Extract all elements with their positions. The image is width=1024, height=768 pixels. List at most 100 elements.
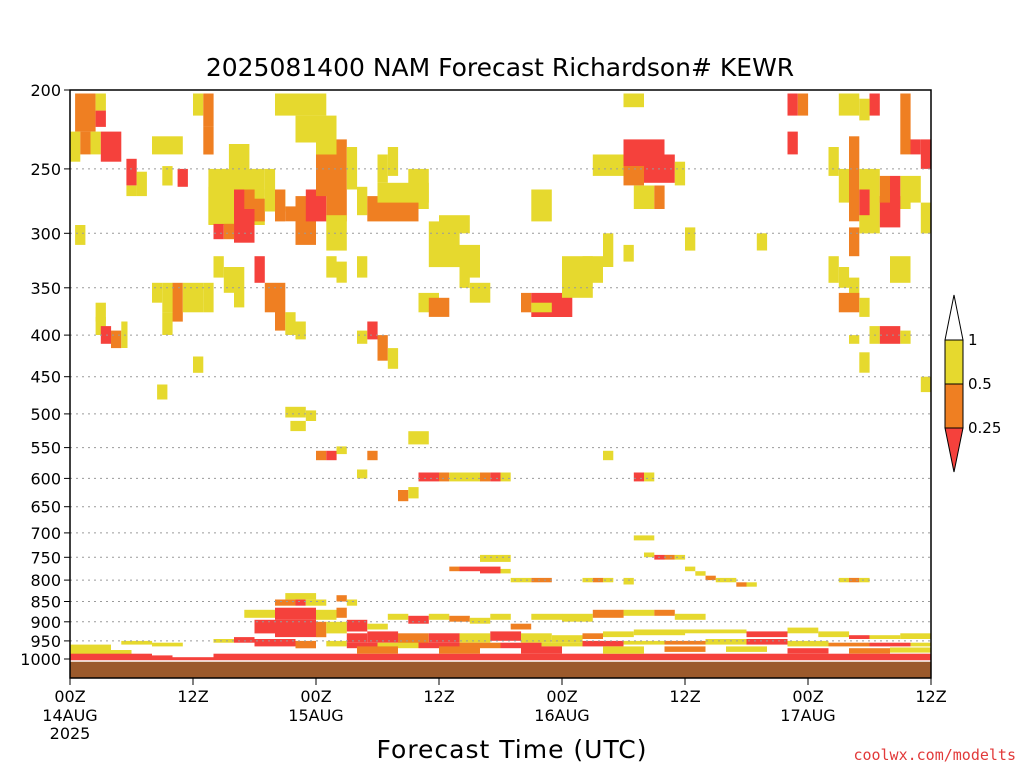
richardson-cell bbox=[828, 642, 870, 647]
richardson-cell bbox=[428, 613, 450, 620]
richardson-cell bbox=[551, 635, 583, 643]
richardson-cell bbox=[849, 227, 860, 257]
richardson-cell bbox=[439, 215, 470, 234]
richardson-cell bbox=[664, 640, 706, 645]
y-tick-label: 950 bbox=[30, 632, 61, 651]
richardson-cell bbox=[213, 223, 224, 240]
richardson-cell bbox=[582, 256, 603, 283]
richardson-cell bbox=[787, 93, 798, 116]
x-tick-label: 12Z bbox=[669, 687, 700, 706]
x-tick-label: 12Z bbox=[915, 687, 946, 706]
richardson-cell bbox=[490, 613, 511, 620]
richardson-cell bbox=[95, 93, 106, 111]
chart-title: 2025081400 NAM Forecast Richardson# KEWR bbox=[206, 53, 794, 82]
richardson-cell bbox=[223, 218, 235, 240]
richardson-cell bbox=[208, 186, 234, 224]
richardson-cell bbox=[152, 642, 183, 647]
colorbar-label-1: 1 bbox=[968, 331, 978, 349]
richardson-cell bbox=[367, 631, 399, 643]
cells-layer bbox=[70, 93, 932, 661]
richardson-cell bbox=[285, 206, 296, 222]
richardson-cell bbox=[490, 631, 522, 641]
richardson-cell bbox=[408, 487, 419, 499]
richardson-cell bbox=[95, 302, 106, 322]
richardson-cell bbox=[510, 623, 532, 630]
richardson-cell bbox=[859, 189, 870, 216]
richardson-cell bbox=[203, 93, 214, 127]
richardson-cell bbox=[736, 582, 747, 587]
richardson-cell bbox=[316, 450, 327, 461]
richardson-cell bbox=[521, 646, 562, 654]
richardson-cell bbox=[828, 256, 839, 283]
richardson-cell bbox=[787, 648, 829, 654]
richardson-cell bbox=[346, 642, 378, 649]
richardson-cell bbox=[459, 256, 470, 288]
richardson-cell bbox=[326, 621, 347, 634]
richardson-cell bbox=[100, 131, 122, 162]
richardson-cell bbox=[715, 577, 737, 583]
richardson-cell bbox=[469, 282, 491, 303]
plot-frame bbox=[69, 89, 932, 679]
richardson-cell bbox=[157, 384, 168, 400]
richardson-cell bbox=[644, 472, 655, 482]
richardson-cell bbox=[603, 233, 614, 267]
y-tick-label: 450 bbox=[30, 368, 61, 387]
x-axis-label: Forecast Time (UTC) bbox=[377, 735, 648, 764]
richardson-cell bbox=[480, 566, 501, 574]
richardson-cell bbox=[367, 623, 388, 630]
richardson-cell bbox=[890, 256, 911, 283]
richardson-cell bbox=[326, 256, 337, 278]
richardson-cell bbox=[838, 168, 850, 203]
richardson-cell bbox=[408, 168, 429, 190]
richardson-cell bbox=[326, 640, 347, 647]
richardson-cell bbox=[859, 297, 870, 317]
richardson-cell bbox=[767, 653, 849, 661]
richardson-cell bbox=[367, 321, 378, 340]
richardson-cell bbox=[193, 356, 204, 373]
richardson-cell bbox=[746, 582, 757, 587]
richardson-cell bbox=[275, 282, 286, 331]
richardson-cell bbox=[275, 599, 296, 606]
richardson-cell bbox=[521, 292, 532, 313]
richardson-cell bbox=[531, 302, 552, 313]
richardson-cell bbox=[234, 653, 316, 661]
richardson-cell bbox=[336, 261, 347, 283]
colorbar: 1 0.5 0.25 bbox=[944, 294, 1001, 473]
richardson-cell bbox=[228, 144, 250, 176]
richardson-cell bbox=[428, 633, 460, 643]
richardson-cell bbox=[387, 613, 409, 620]
richardson-cell bbox=[623, 161, 644, 186]
richardson-cell bbox=[70, 131, 81, 162]
richardson-cell bbox=[603, 653, 685, 661]
richardson-cell bbox=[126, 158, 137, 186]
richardson-cell bbox=[254, 639, 275, 647]
richardson-cell bbox=[254, 198, 265, 222]
richardson-cell bbox=[480, 554, 511, 562]
richardson-cell bbox=[152, 136, 183, 155]
richardson-cell bbox=[500, 642, 542, 649]
richardson-cell bbox=[521, 653, 603, 661]
richardson-cell bbox=[603, 450, 614, 461]
richardson-cell bbox=[177, 168, 188, 187]
richardson-cell bbox=[305, 410, 317, 421]
y-tick-label: 750 bbox=[30, 548, 61, 567]
y-tick-label: 550 bbox=[30, 439, 61, 458]
richardson-cell bbox=[244, 609, 276, 618]
richardson-cell bbox=[95, 110, 106, 127]
richardson-cell bbox=[213, 256, 224, 278]
colorbar-segment-high bbox=[944, 339, 964, 385]
richardson-cell bbox=[136, 171, 147, 197]
richardson-cell bbox=[531, 613, 563, 620]
richardson-cell bbox=[592, 577, 604, 583]
richardson-cell bbox=[336, 607, 347, 618]
richardson-cell bbox=[838, 93, 860, 116]
richardson-cell bbox=[387, 348, 399, 369]
richardson-cell bbox=[449, 615, 470, 622]
richardson-cell bbox=[521, 633, 552, 643]
richardson-cell bbox=[623, 577, 634, 585]
richardson-cell bbox=[849, 635, 870, 639]
richardson-cell bbox=[439, 472, 450, 482]
colorbar-segment-mid bbox=[944, 383, 964, 429]
x-tick-label: 00Z bbox=[546, 687, 577, 706]
